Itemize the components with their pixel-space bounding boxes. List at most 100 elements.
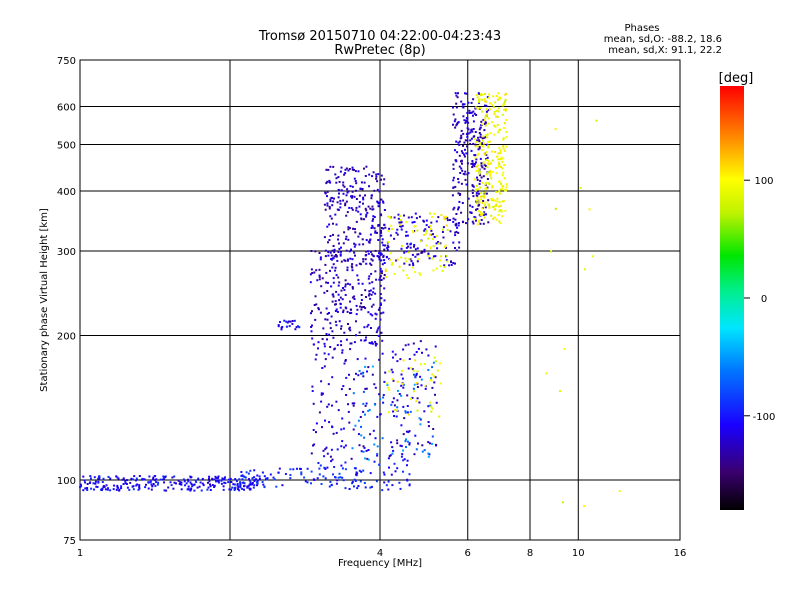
data-point (491, 184, 494, 187)
data-point (413, 270, 416, 273)
data-point (243, 485, 245, 488)
data-point (492, 199, 495, 202)
data-point (501, 167, 504, 170)
data-point (333, 466, 336, 468)
data-point (433, 236, 436, 238)
data-point (376, 231, 378, 234)
data-point (152, 483, 155, 485)
data-point (349, 283, 352, 286)
data-point (286, 321, 289, 324)
data-point (337, 251, 340, 253)
data-point (340, 189, 343, 192)
data-point (458, 140, 461, 143)
data-point (455, 140, 458, 143)
data-point (332, 432, 335, 435)
data-point (351, 258, 354, 261)
data-point (138, 486, 141, 488)
data-point (484, 201, 487, 204)
data-point (399, 358, 402, 361)
data-point (152, 478, 155, 481)
data-point (391, 228, 394, 230)
data-point (342, 385, 345, 388)
data-point (412, 262, 414, 265)
data-point (303, 476, 306, 479)
data-point (457, 224, 460, 227)
data-point (493, 106, 495, 109)
data-point (490, 198, 493, 200)
data-point (173, 475, 176, 478)
data-point (155, 478, 158, 481)
data-point (418, 417, 421, 420)
data-point (484, 115, 487, 118)
data-point (187, 485, 190, 488)
data-point (318, 467, 321, 470)
data-point (382, 471, 385, 474)
data-point (344, 283, 347, 286)
data-point (450, 264, 453, 266)
data-point (402, 470, 404, 473)
data-point (460, 211, 463, 214)
data-point (384, 268, 387, 271)
data-point (338, 299, 341, 302)
data-point (382, 254, 385, 257)
data-point (446, 219, 449, 222)
data-point (213, 484, 216, 487)
data-point (326, 452, 329, 455)
data-point (365, 213, 368, 216)
data-point (344, 294, 347, 296)
data-point (344, 168, 347, 171)
data-point (329, 165, 332, 168)
data-point (124, 480, 127, 483)
data-point (319, 311, 322, 314)
data-point (484, 153, 487, 156)
data-point (474, 143, 477, 146)
data-point (391, 446, 394, 449)
data-point (322, 475, 325, 478)
data-point (407, 251, 410, 254)
data-point (116, 476, 119, 479)
data-point (454, 234, 457, 237)
data-point (499, 128, 502, 131)
data-point (404, 257, 407, 260)
data-point (95, 485, 98, 488)
data-point (462, 172, 465, 175)
data-point (325, 271, 328, 274)
data-point (398, 223, 401, 226)
data-point (361, 282, 364, 285)
data-point (335, 274, 338, 277)
data-point (321, 367, 324, 369)
data-point (405, 446, 407, 448)
data-point (382, 401, 385, 404)
data-point (391, 371, 394, 374)
data-point (465, 92, 468, 95)
data-point (346, 310, 349, 313)
data-point (335, 223, 338, 226)
data-point (505, 186, 508, 189)
data-point (477, 190, 479, 193)
data-point (483, 98, 486, 100)
data-point (330, 460, 333, 463)
data-point (499, 222, 502, 225)
data-point (84, 487, 87, 490)
data-point (353, 168, 355, 171)
data-point (377, 205, 380, 208)
data-point (470, 129, 473, 132)
data-point (200, 489, 203, 492)
data-point (393, 415, 396, 417)
data-point (120, 487, 123, 490)
data-point (479, 195, 482, 198)
data-point (401, 453, 404, 456)
data-point (340, 388, 343, 391)
data-point (439, 362, 441, 365)
data-point (376, 329, 379, 332)
data-point (106, 488, 109, 491)
data-point (383, 209, 386, 211)
data-point (404, 411, 407, 414)
data-point (338, 472, 341, 475)
data-point (458, 246, 461, 249)
data-point (89, 475, 92, 478)
data-point (355, 320, 357, 323)
data-point (413, 390, 415, 393)
data-point (480, 198, 483, 201)
